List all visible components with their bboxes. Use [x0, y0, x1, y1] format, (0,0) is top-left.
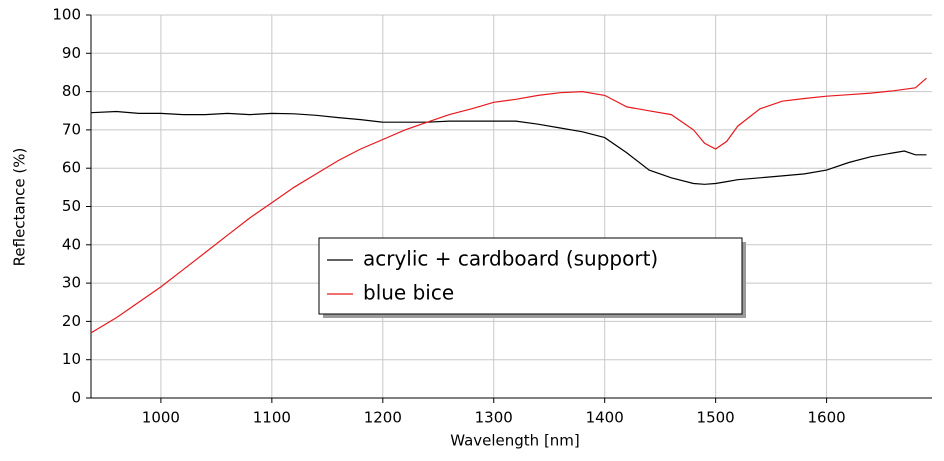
y-tick-label: 60 [62, 159, 81, 177]
x-tick-label: 1600 [808, 409, 846, 427]
line-series [90, 77, 927, 334]
y-tick-label: 100 [52, 6, 81, 24]
legend-box [318, 237, 743, 315]
legend-label: acrylic + cardboard (support) [363, 247, 658, 271]
line-series [90, 110, 927, 185]
y-tick-label: 10 [62, 350, 81, 368]
legend-label: blue bice [363, 281, 454, 305]
y-tick-label: 90 [62, 44, 81, 62]
y-tick-label: 40 [62, 235, 81, 253]
y-tick-label: 50 [62, 197, 81, 215]
x-tick-label: 1000 [142, 409, 180, 427]
y-tick-label: 20 [62, 312, 81, 330]
x-tick-label: 1400 [586, 409, 624, 427]
y-tick-label: 30 [62, 274, 81, 292]
x-tick-label: 1100 [253, 409, 291, 427]
y-tick-label: 70 [62, 120, 81, 138]
y-axis-label: Reflectance (%) [11, 148, 29, 267]
x-tick-label: 1500 [697, 409, 735, 427]
x-tick-label: 1200 [364, 409, 402, 427]
legend: acrylic + cardboard (support) blue bice [318, 237, 746, 318]
x-axis-label: Wavelength [nm] [450, 432, 580, 450]
y-tick-label: 80 [62, 82, 81, 100]
y-tick-label: 0 [71, 389, 81, 407]
x-tick-label: 1300 [475, 409, 513, 427]
